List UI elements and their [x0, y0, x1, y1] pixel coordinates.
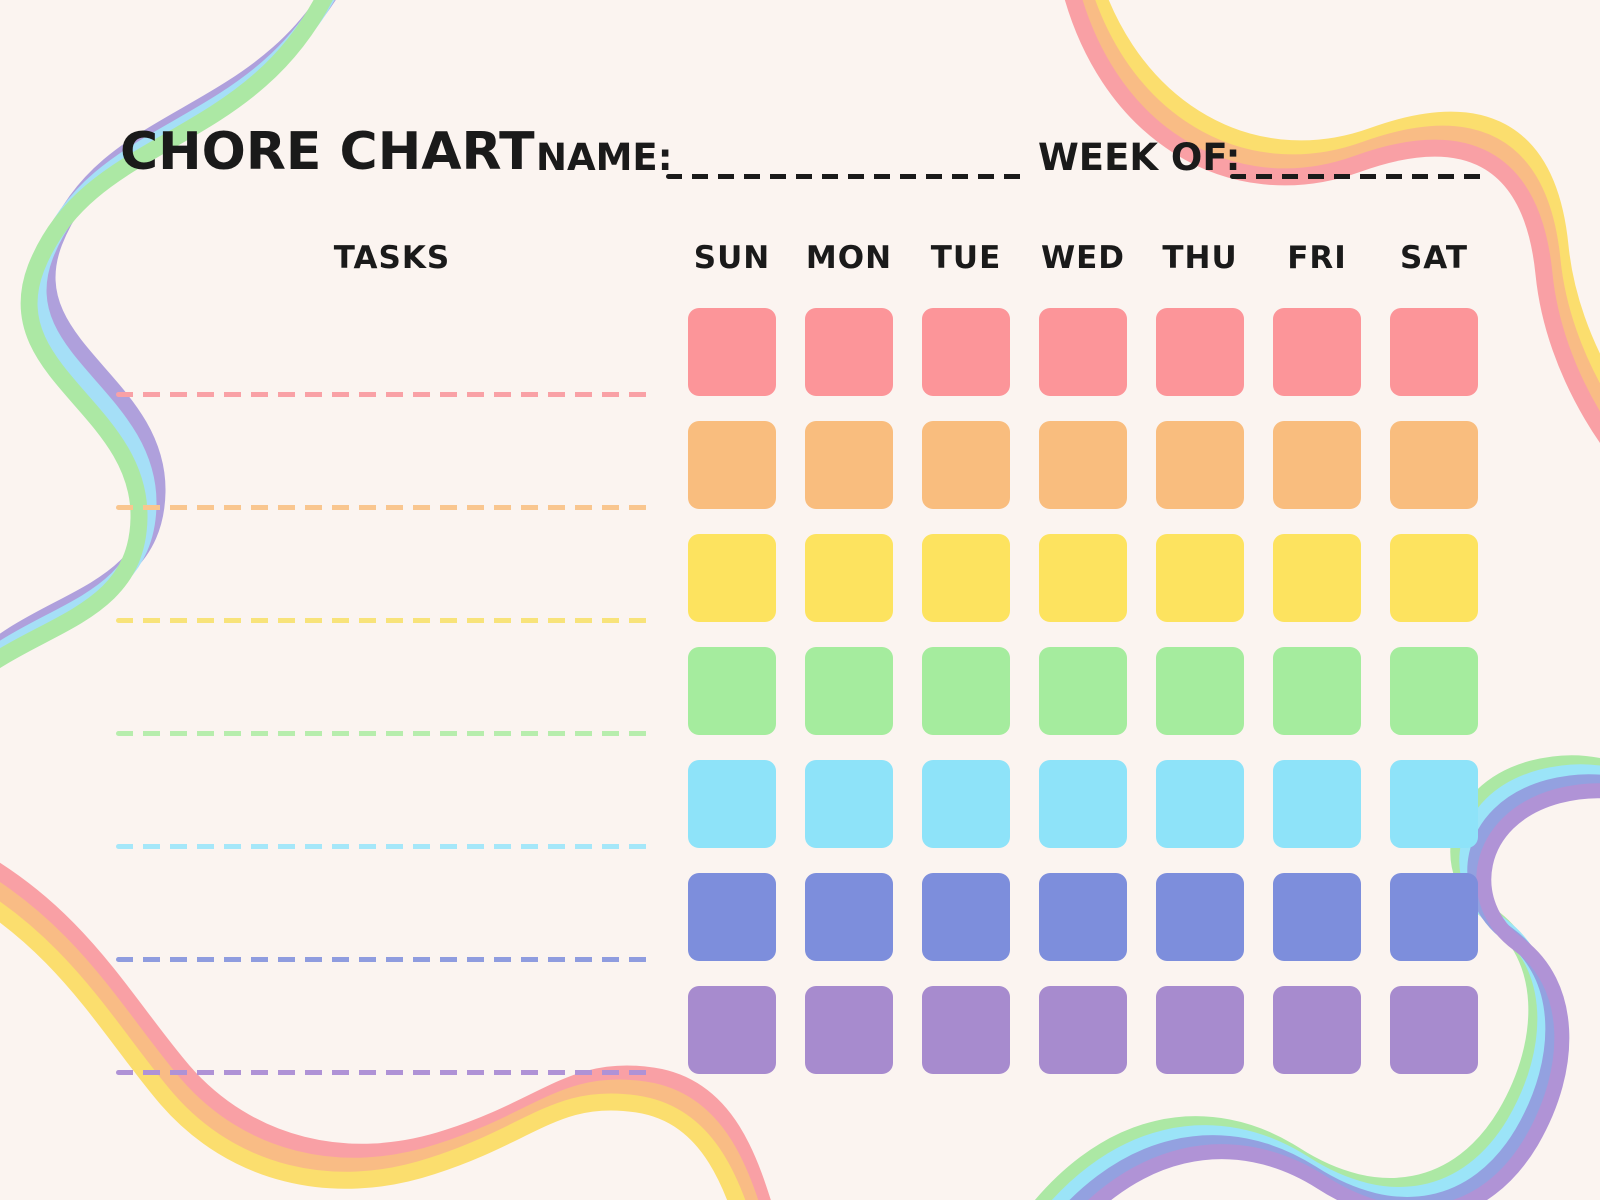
cell-orange-tue	[922, 421, 1010, 509]
grid-row-red	[688, 308, 1478, 396]
cell-yellow-fri	[1273, 534, 1361, 622]
grid-row-purple	[688, 986, 1478, 1074]
cell-blue-sun	[688, 760, 776, 848]
ribbon-band-green	[0, 0, 336, 693]
cell-yellow-wed	[1039, 534, 1127, 622]
bottom-left-rainbow	[0, 851, 773, 1200]
cell-green-fri	[1273, 647, 1361, 735]
cell-blue-tue	[922, 760, 1010, 848]
cell-purple-mon	[805, 986, 893, 1074]
cell-green-tue	[922, 647, 1010, 735]
ribbon-band-yellow	[0, 879, 757, 1200]
day-header-row: SUN MON TUE WED THU FRI SAT	[688, 240, 1478, 276]
task-write-line-purple	[116, 1070, 648, 1075]
grid-row-indigo	[688, 873, 1478, 961]
task-write-line-yellow	[116, 618, 648, 623]
cell-red-mon	[805, 308, 893, 396]
cell-yellow-thu	[1156, 534, 1244, 622]
cell-red-sun	[688, 308, 776, 396]
cell-indigo-wed	[1039, 873, 1127, 961]
cell-orange-wed	[1039, 421, 1127, 509]
cell-red-wed	[1039, 308, 1127, 396]
cell-blue-fri	[1273, 760, 1361, 848]
day-header-wed: WED	[1040, 240, 1126, 276]
ribbon-band-orange	[0, 865, 765, 1200]
grid-row-green	[688, 647, 1478, 735]
cell-indigo-mon	[805, 873, 893, 961]
grid-row-blue	[688, 760, 1478, 848]
day-header-thu: THU	[1162, 240, 1238, 276]
day-header-sat: SAT	[1399, 240, 1469, 276]
task-write-line-indigo	[116, 957, 648, 962]
cell-yellow-sat	[1390, 534, 1478, 622]
top-left-rainbow	[0, 0, 354, 693]
cell-purple-wed	[1039, 986, 1127, 1074]
cell-green-thu	[1156, 647, 1244, 735]
cell-orange-thu	[1156, 421, 1244, 509]
task-write-line-blue	[116, 844, 648, 849]
tasks-column-header: TASKS	[333, 240, 451, 276]
cell-indigo-tue	[922, 873, 1010, 961]
grid-row-orange	[688, 421, 1478, 509]
ribbon-band-purple	[0, 0, 354, 667]
cell-indigo-sat	[1390, 873, 1478, 961]
name-write-line	[666, 174, 1024, 179]
cell-orange-fri	[1273, 421, 1361, 509]
cell-green-mon	[805, 647, 893, 735]
cell-purple-thu	[1156, 986, 1244, 1074]
cell-green-sat	[1390, 647, 1478, 735]
cell-red-tue	[922, 308, 1010, 396]
task-write-line-red	[116, 392, 648, 397]
day-header-sun: SUN	[693, 240, 771, 276]
day-header-fri: FRI	[1287, 240, 1347, 276]
cell-yellow-mon	[805, 534, 893, 622]
cell-red-fri	[1273, 308, 1361, 396]
cell-orange-sun	[688, 421, 776, 509]
grid-row-yellow	[688, 534, 1478, 622]
cell-purple-tue	[922, 986, 1010, 1074]
cell-red-thu	[1156, 308, 1244, 396]
cell-purple-fri	[1273, 986, 1361, 1074]
cell-indigo-sun	[688, 873, 776, 961]
day-header-tue: TUE	[930, 240, 1002, 276]
task-write-line-orange	[116, 505, 648, 510]
cell-yellow-tue	[922, 534, 1010, 622]
cell-purple-sun	[688, 986, 776, 1074]
cell-red-sat	[1390, 308, 1478, 396]
cell-yellow-sun	[688, 534, 776, 622]
cell-blue-thu	[1156, 760, 1244, 848]
day-header-mon: MON	[805, 240, 893, 276]
cell-indigo-fri	[1273, 873, 1361, 961]
cell-green-wed	[1039, 647, 1127, 735]
ribbon-band-pink	[0, 851, 773, 1200]
cell-blue-sat	[1390, 760, 1478, 848]
task-write-line-green	[116, 731, 648, 736]
cell-green-sun	[688, 647, 776, 735]
cell-orange-mon	[805, 421, 893, 509]
page-title: CHORE CHART	[120, 122, 535, 182]
cell-blue-wed	[1039, 760, 1127, 848]
cell-blue-mon	[805, 760, 893, 848]
cell-indigo-thu	[1156, 873, 1244, 961]
ribbon-band-blue	[0, 0, 345, 680]
week-of-write-line	[1230, 174, 1488, 179]
cell-purple-sat	[1390, 986, 1478, 1074]
name-field-label: NAME:	[536, 136, 673, 179]
week-of-field-label: WEEK OF:	[1038, 136, 1241, 179]
cell-orange-sat	[1390, 421, 1478, 509]
